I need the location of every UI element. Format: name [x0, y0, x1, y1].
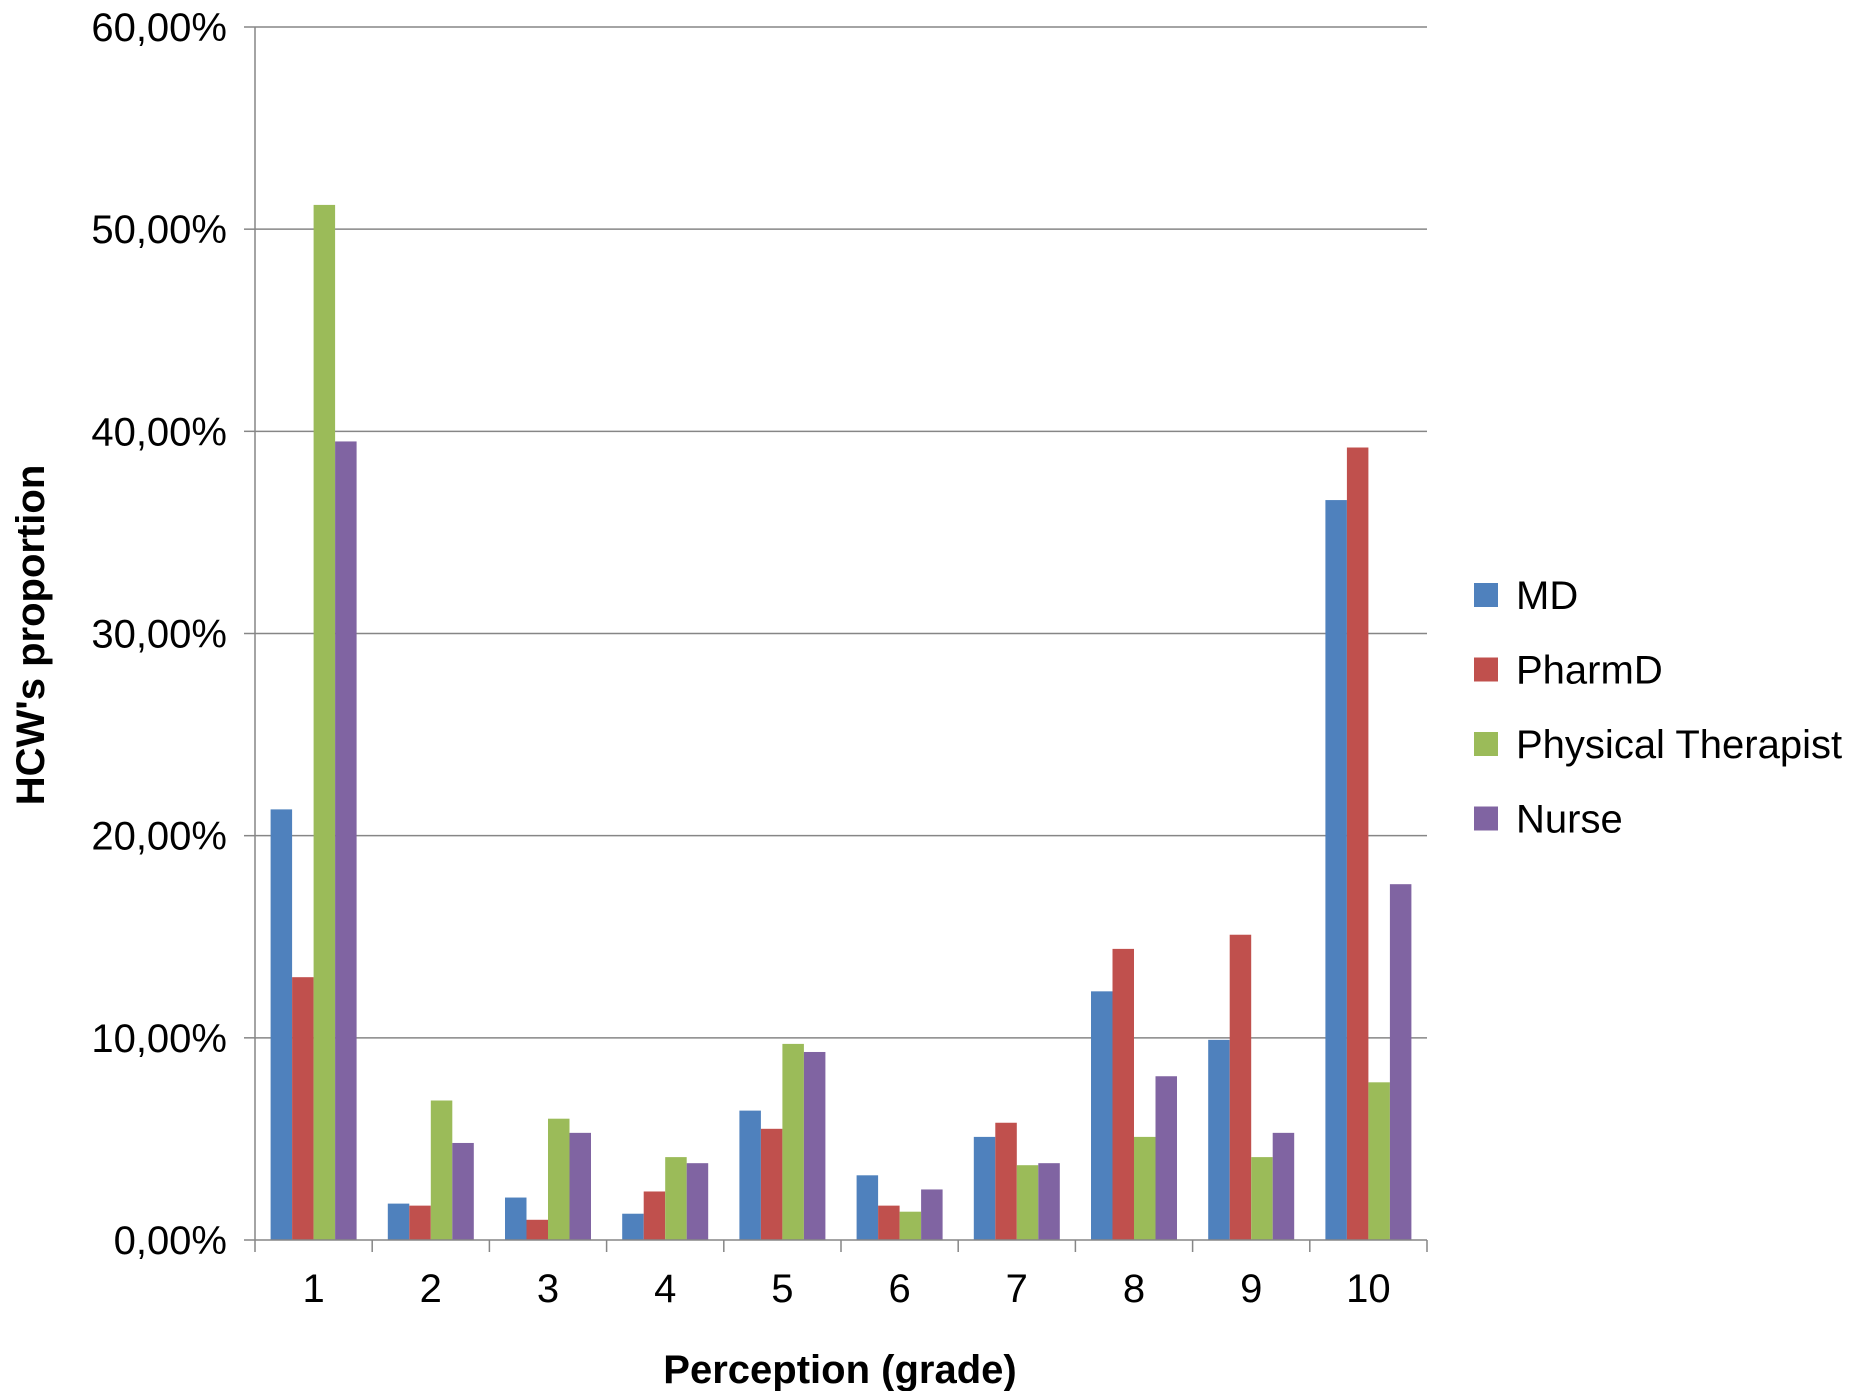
bar-md-2 — [387, 1203, 410, 1240]
bar-nurse-2 — [452, 1142, 474, 1240]
bar-nurse-4 — [686, 1163, 709, 1240]
bar-md-7 — [973, 1136, 996, 1240]
legend-label-md: MD — [1516, 574, 1578, 618]
bar-physical-therapist-8 — [1134, 1136, 1156, 1240]
x-tick-label: 9 — [1240, 1267, 1262, 1311]
x-tick-label: 3 — [537, 1267, 559, 1311]
legend-swatch-md — [1474, 583, 1498, 607]
bar-pharmd-7 — [995, 1122, 1017, 1240]
bar-nurse-9 — [1272, 1132, 1295, 1240]
x-tick-label: 5 — [771, 1267, 793, 1311]
bar-physical-therapist-9 — [1251, 1157, 1273, 1240]
bar-physical-therapist-5 — [782, 1043, 804, 1240]
bar-nurse-7 — [1038, 1163, 1060, 1240]
bar-pharmd-4 — [643, 1191, 666, 1240]
bar-md-4 — [622, 1213, 644, 1240]
bar-pharmd-5 — [760, 1128, 783, 1240]
x-axis-title: Perception (grade) — [663, 1348, 1016, 1391]
bar-nurse-3 — [569, 1132, 591, 1240]
axes — [244, 26, 1428, 1252]
x-tick-label: 8 — [1123, 1267, 1145, 1311]
y-tick-label: 30,00% — [91, 613, 227, 657]
gridlines — [255, 26, 1427, 1039]
y-tick-label: 40,00% — [91, 410, 227, 454]
legend-swatch-pharmd — [1474, 657, 1498, 682]
legend-label-nurse: Nurse — [1516, 798, 1623, 842]
bar-physical-therapist-4 — [665, 1157, 687, 1240]
y-axis-title: HCW's proportion — [9, 465, 53, 806]
legend-label-physical-therapist: Physical Therapist — [1516, 723, 1842, 767]
bar-pharmd-10 — [1346, 447, 1369, 1240]
bar-pharmd-6 — [878, 1205, 900, 1240]
legend-swatch-nurse — [1474, 806, 1498, 831]
y-tick-labels: 0,00% 10,00% 20,00% 30,00% 40,00% 50,00% 60,00… — [91, 6, 227, 1263]
y-tick-label: 60,00% — [91, 6, 227, 50]
bars — [270, 204, 1412, 1241]
y-tick-label: 10,00% — [91, 1017, 227, 1061]
bar-nurse-8 — [1155, 1076, 1177, 1240]
bar-md-6 — [856, 1175, 879, 1240]
bar-physical-therapist-6 — [899, 1211, 922, 1240]
bar-md-1 — [270, 809, 293, 1240]
y-tick-label: 50,00% — [91, 208, 227, 252]
bar-md-3 — [505, 1197, 527, 1240]
x-tick-label: 2 — [420, 1267, 442, 1311]
bar-nurse-5 — [803, 1051, 826, 1240]
y-tick-label: 0,00% — [114, 1219, 227, 1263]
bar-nurse-1 — [335, 441, 357, 1241]
y-tick-label: 20,00% — [91, 815, 227, 859]
bar-nurse-10 — [1389, 884, 1412, 1240]
bar-physical-therapist-1 — [313, 204, 336, 1241]
bar-nurse-6 — [921, 1189, 943, 1240]
x-tick-labels: 1 2 3 4 5 6 7 8 9 10 — [302, 1267, 1390, 1311]
bar-pharmd-1 — [292, 977, 314, 1240]
bar-physical-therapist-10 — [1368, 1082, 1390, 1240]
bar-md-5 — [739, 1110, 761, 1240]
legend-swatch-physical-therapist — [1474, 732, 1498, 756]
bar-physical-therapist-2 — [430, 1100, 453, 1240]
legend-label-pharmd: PharmD — [1516, 649, 1663, 693]
bar-physical-therapist-7 — [1016, 1165, 1039, 1240]
bar-md-10 — [1325, 500, 1347, 1240]
bar-md-8 — [1091, 991, 1113, 1240]
x-tick-label: 7 — [1006, 1267, 1028, 1311]
bar-pharmd-3 — [526, 1219, 548, 1240]
x-tick-label: 4 — [654, 1267, 676, 1311]
x-tick-label: 10 — [1346, 1267, 1391, 1311]
bar-pharmd-8 — [1112, 948, 1134, 1240]
bar-md-9 — [1208, 1039, 1230, 1240]
bar-pharmd-2 — [409, 1205, 431, 1240]
legend: MD PharmD Physical Therapist Nurse — [1474, 574, 1842, 842]
x-tick-label: 1 — [302, 1267, 324, 1311]
bar-pharmd-9 — [1229, 934, 1252, 1240]
x-tick-label: 6 — [888, 1267, 910, 1311]
bar-physical-therapist-3 — [548, 1118, 570, 1240]
